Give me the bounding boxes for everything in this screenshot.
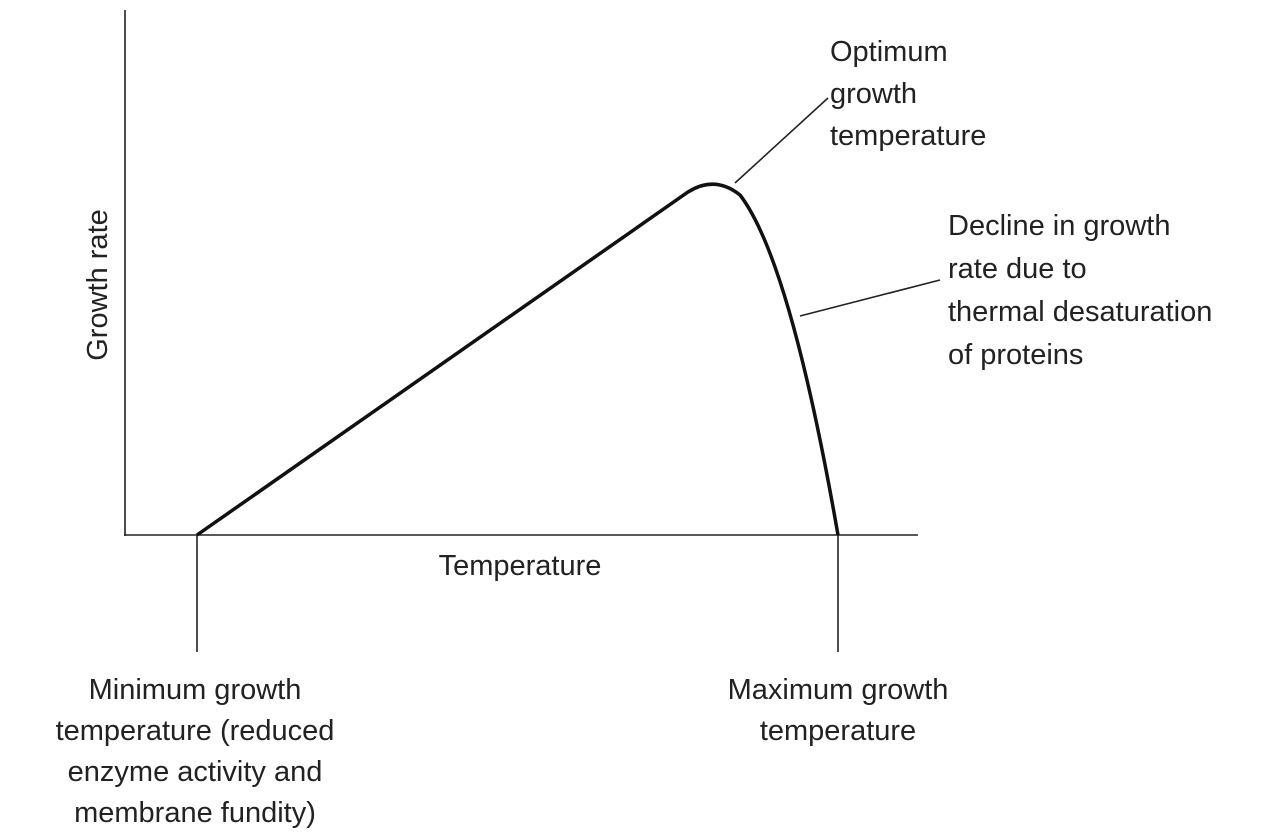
- optimum-leader: [734, 97, 829, 184]
- decline-leader: [799, 279, 941, 317]
- annotation-line: membrane fundity): [74, 797, 316, 829]
- annotation-line: growth: [830, 78, 917, 110]
- annotation-line: temperature (reduced: [56, 715, 335, 747]
- y-axis-label: Growth rate: [82, 209, 114, 361]
- annotation-line: Minimum growth: [89, 674, 302, 706]
- annotations: Optimum growth temperature Decline in growt…: [56, 36, 1213, 829]
- annotation-line: rate due to: [948, 253, 1087, 285]
- x-axis-label: Temperature: [439, 550, 602, 582]
- annotation-line: temperature: [830, 120, 986, 152]
- annotation-line: Optimum: [830, 36, 948, 68]
- annotation-line: Decline in growth: [948, 210, 1170, 242]
- annotation-line: enzyme activity and: [68, 756, 323, 788]
- annotation-line: Maximum growth: [728, 674, 949, 706]
- growth-curve: [195, 182, 840, 537]
- annotation-line: thermal desaturation: [948, 296, 1212, 328]
- annotation-line: temperature: [760, 715, 916, 747]
- annotation-line: of proteins: [948, 339, 1083, 371]
